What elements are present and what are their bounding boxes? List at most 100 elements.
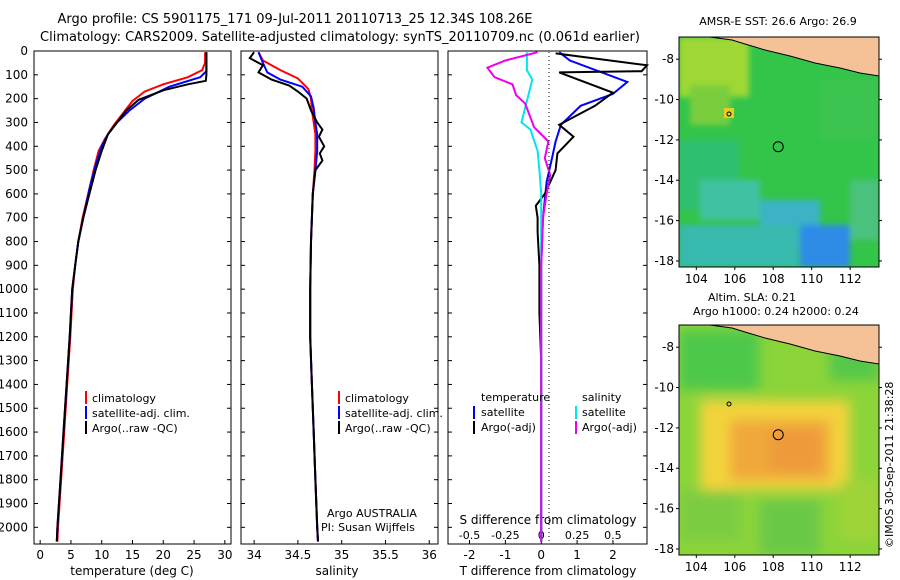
series-line-t-argo: [534, 52, 650, 542]
depth-tick-label: 800: [5, 235, 28, 249]
x-tick-label: 0: [36, 548, 44, 562]
legend-sal-argo: Argo(..raw -QC): [345, 422, 431, 435]
depth-ticks: 0 100 200 300 400 500 600 700 800 900 1000 1100 1200…: [0, 44, 647, 534]
legend-sal-climatology: climatology: [345, 392, 409, 405]
title-line-2: Climatology: CARS2009. Satellite-adjuste…: [40, 30, 640, 45]
map-y-tick-label: -18: [654, 542, 674, 556]
legend-t-satellite: satellite: [481, 406, 525, 419]
map-x-tick-label: 104: [685, 272, 708, 286]
x-tick-label: 10: [94, 548, 109, 562]
difference-panel: [447, 50, 648, 545]
sla-float-marker: [772, 429, 784, 441]
x-tick-label: 35: [334, 548, 349, 562]
depth-tick-label: 1800: [0, 473, 28, 487]
s-diff-axis-label: S difference from climatology: [460, 513, 637, 527]
depth-tick-label: 500: [5, 163, 28, 177]
s-tick-label: 0.25: [565, 529, 590, 542]
temperature-axis-label: temperature (deg C): [70, 564, 193, 578]
series-line-climatology: [56, 52, 207, 542]
x-tick-label: 34.5: [285, 548, 312, 562]
x-tick-label: 34: [246, 548, 261, 562]
x-tick-label: 15: [125, 548, 140, 562]
salinity-x-axis: 34 34.5 35 35.5 36: [246, 540, 437, 562]
x-tick-label: 35.5: [372, 548, 399, 562]
depth-tick-label: 200: [5, 92, 28, 106]
depth-tick-label: 1600: [0, 425, 28, 439]
legend-salinity-header: salinity: [582, 391, 622, 404]
depth-tick-label: 900: [5, 258, 28, 272]
temperature-legend: climatology satellite-adj. clim. Argo(..…: [85, 391, 190, 435]
map-y-tick-label: -14: [654, 173, 674, 187]
title-line-1: Argo profile: CS 5901175_171 09-Jul-2011…: [58, 12, 533, 27]
legend-s-argo: Argo(-adj): [582, 421, 637, 434]
depth-tick-label: 1500: [0, 401, 28, 415]
salinity-lines: [248, 51, 326, 542]
sst-map-axes: 104 106 108 110 112 -8 -10 -12 -14 -16 -18: [654, 52, 882, 286]
series-line-satellite: [257, 51, 319, 542]
map-x-tick-label: 108: [762, 272, 785, 286]
depth-tick-label: 600: [5, 187, 28, 201]
x-tick-label: 1: [573, 548, 581, 562]
series-line-t-satellite: [540, 51, 630, 542]
x-tick-label: -1: [499, 548, 511, 562]
map-x-tick-label: 104: [685, 560, 708, 574]
salinity-panel: [240, 50, 439, 545]
depth-tick-label: 300: [5, 115, 28, 129]
depth-tick-label: 1000: [0, 282, 28, 296]
x-tick-label: 0: [537, 548, 545, 562]
difference-legend: temperature salinity satellite Argo(-adj…: [473, 391, 637, 434]
depth-tick-label: 100: [5, 68, 28, 82]
argo-australia-label: Argo AUSTRALIA: [327, 507, 417, 520]
map-y-tick-label: -16: [654, 502, 674, 516]
sla-map-axes: 104 106 108 110 112 -8 -10 -12 -14 -16 -18: [654, 340, 882, 574]
x-tick-label: 20: [156, 548, 171, 562]
x-tick-label: 25: [186, 548, 201, 562]
x-tick-label: 5: [67, 548, 75, 562]
map-x-tick-label: 112: [839, 560, 862, 574]
map-y-tick-label: -16: [654, 214, 674, 228]
legend-s-satellite: satellite: [582, 406, 626, 419]
series-line-climatology: [257, 51, 319, 542]
map-x-tick-label: 106: [723, 272, 746, 286]
map-x-tick-label: 110: [800, 560, 823, 574]
map-x-tick-label: 110: [800, 272, 823, 286]
depth-tick-label: 1300: [0, 354, 28, 368]
series-line-argo: [248, 51, 326, 542]
map-y-tick-label: -12: [654, 421, 674, 435]
sst-float-marker: [772, 141, 784, 153]
depth-tick-label: 1400: [0, 377, 28, 391]
depth-tick-label: 700: [5, 211, 28, 225]
footer-copyright: ©IMOS 30-Sep-2011 21:38:28: [883, 382, 896, 548]
depth-tick-label: 400: [5, 139, 28, 153]
pi-label: PI: Susan Wijffels: [321, 521, 415, 534]
temperature-lines: [55, 52, 208, 542]
legend-sal-satellite: satellite-adj. clim.: [345, 407, 443, 420]
temperature-panel: [33, 50, 232, 545]
map-y-tick-label: -18: [654, 254, 674, 268]
depth-tick-label: 1700: [0, 449, 28, 463]
salinity-legend: climatology satellite-adj. clim. Argo(..…: [338, 391, 443, 435]
difference-x-axis: -2 -1 0 1 2-0.5 -0.25 0 0.25 0.5: [459, 529, 622, 562]
depth-tick-label: 2000: [0, 520, 28, 534]
map-x-tick-label: 108: [762, 560, 785, 574]
series-line-s-argo: [485, 51, 552, 542]
series-line-argo: [55, 52, 208, 542]
x-tick-label: 2: [609, 548, 617, 562]
s-tick-label: 0.5: [604, 529, 622, 542]
legend-satellite: satellite-adj. clim.: [92, 407, 190, 420]
depth-tick-label: 1100: [0, 306, 28, 320]
map-y-tick-label: -10: [654, 93, 674, 107]
series-line-s-satellite: [520, 52, 543, 542]
x-tick-label: 36: [422, 548, 437, 562]
map-x-tick-label: 112: [839, 272, 862, 286]
map-y-tick-label: -8: [662, 340, 674, 354]
map-y-tick-label: -12: [654, 133, 674, 147]
map-y-tick-label: -8: [662, 52, 674, 66]
depth-tick-label: 1200: [0, 330, 28, 344]
depth-tick-label: 0: [20, 44, 28, 58]
sla-map-subtitle: Argo h1000: 0.24 h2000: 0.24: [693, 305, 859, 318]
s-tick-label: -0.5: [459, 529, 480, 542]
s-tick-label: -0.25: [491, 529, 519, 542]
x-tick-label: -2: [464, 548, 476, 562]
